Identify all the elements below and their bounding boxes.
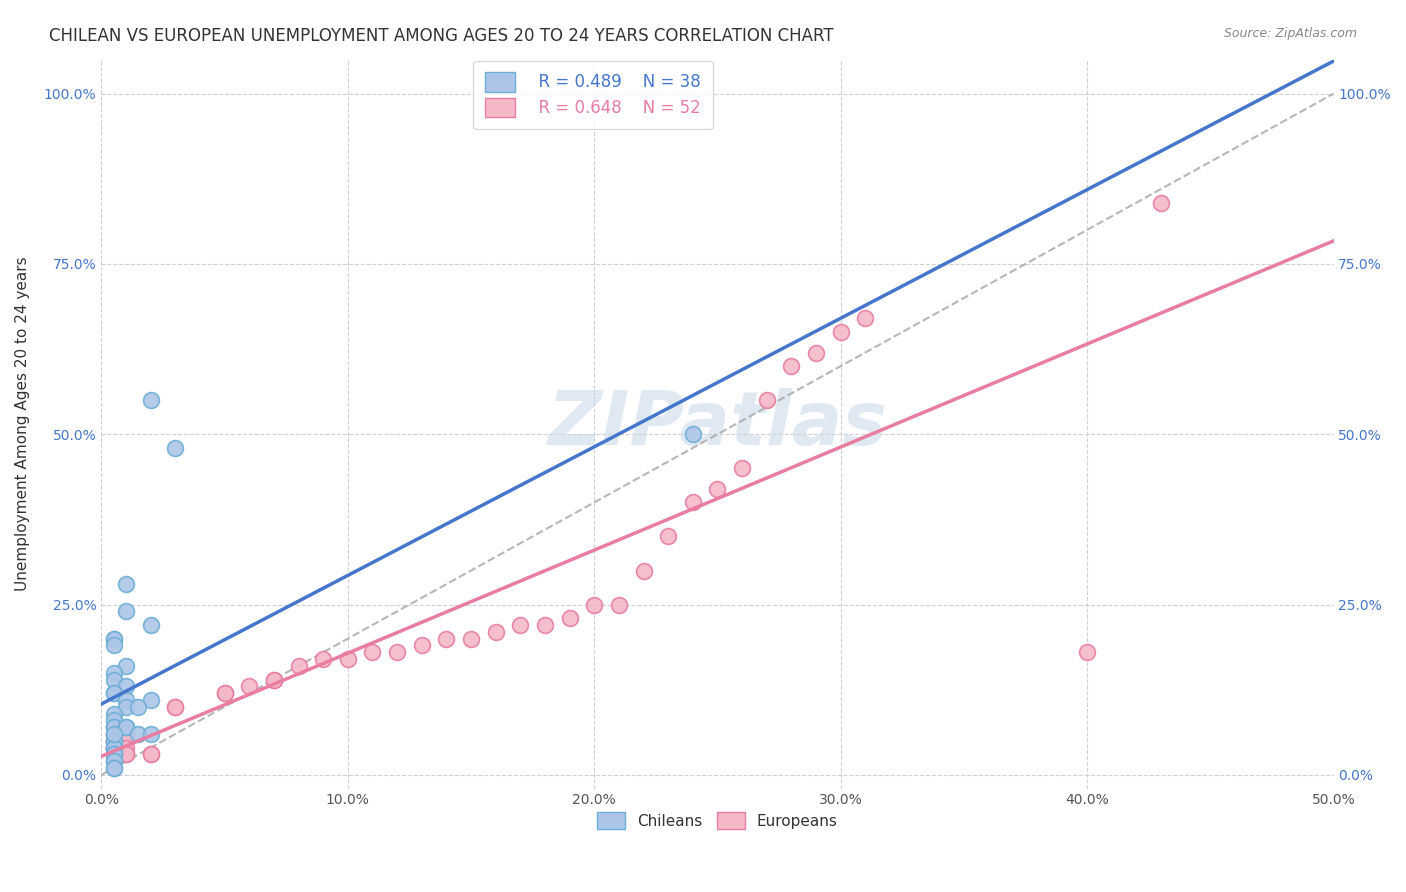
Point	[103, 740, 125, 755]
Point	[139, 747, 162, 762]
Point	[633, 564, 655, 578]
Point	[103, 727, 125, 741]
Point	[103, 632, 125, 646]
Point	[165, 699, 187, 714]
Point	[115, 747, 138, 762]
Point	[583, 598, 606, 612]
Point	[103, 747, 125, 762]
Point	[214, 686, 236, 700]
Legend: Chileans, Europeans: Chileans, Europeans	[591, 805, 844, 836]
Point	[263, 673, 285, 687]
Text: ZIPatlas: ZIPatlas	[547, 387, 887, 460]
Point	[103, 639, 125, 653]
Point	[434, 632, 457, 646]
Point	[115, 699, 138, 714]
Point	[103, 740, 125, 755]
Point	[1076, 645, 1098, 659]
Point	[103, 686, 125, 700]
Point	[411, 639, 433, 653]
Point	[1150, 195, 1173, 210]
Point	[830, 325, 852, 339]
Point	[460, 632, 482, 646]
Point	[139, 393, 162, 408]
Point	[115, 577, 138, 591]
Y-axis label: Unemployment Among Ages 20 to 24 years: Unemployment Among Ages 20 to 24 years	[15, 257, 30, 591]
Point	[115, 740, 138, 755]
Point	[103, 754, 125, 768]
Point	[103, 747, 125, 762]
Point	[385, 645, 408, 659]
Point	[103, 727, 125, 741]
Point	[103, 734, 125, 748]
Point	[103, 706, 125, 721]
Point	[607, 598, 630, 612]
Point	[336, 652, 359, 666]
Point	[115, 720, 138, 734]
Point	[103, 720, 125, 734]
Point	[115, 747, 138, 762]
Point	[534, 618, 557, 632]
Point	[103, 727, 125, 741]
Point	[755, 393, 778, 408]
Point	[115, 659, 138, 673]
Point	[115, 720, 138, 734]
Point	[287, 659, 309, 673]
Point	[312, 652, 335, 666]
Point	[214, 686, 236, 700]
Point	[115, 693, 138, 707]
Point	[706, 482, 728, 496]
Point	[103, 761, 125, 775]
Text: CHILEAN VS EUROPEAN UNEMPLOYMENT AMONG AGES 20 TO 24 YEARS CORRELATION CHART: CHILEAN VS EUROPEAN UNEMPLOYMENT AMONG A…	[49, 27, 834, 45]
Point	[103, 740, 125, 755]
Point	[731, 461, 754, 475]
Point	[139, 618, 162, 632]
Point	[103, 734, 125, 748]
Point	[103, 720, 125, 734]
Point	[103, 632, 125, 646]
Point	[165, 699, 187, 714]
Point	[804, 345, 827, 359]
Point	[657, 529, 679, 543]
Point	[103, 734, 125, 748]
Point	[127, 699, 149, 714]
Point	[139, 693, 162, 707]
Point	[115, 727, 138, 741]
Point	[103, 754, 125, 768]
Point	[361, 645, 384, 659]
Point	[115, 734, 138, 748]
Point	[103, 714, 125, 728]
Point	[139, 747, 162, 762]
Point	[103, 740, 125, 755]
Point	[103, 665, 125, 680]
Point	[238, 679, 260, 693]
Point	[103, 686, 125, 700]
Point	[103, 761, 125, 775]
Point	[103, 734, 125, 748]
Point	[853, 311, 876, 326]
Point	[103, 747, 125, 762]
Point	[103, 740, 125, 755]
Point	[558, 611, 581, 625]
Point	[103, 673, 125, 687]
Point	[103, 747, 125, 762]
Point	[139, 727, 162, 741]
Point	[263, 673, 285, 687]
Text: Source: ZipAtlas.com: Source: ZipAtlas.com	[1223, 27, 1357, 40]
Point	[115, 604, 138, 618]
Point	[127, 727, 149, 741]
Point	[682, 427, 704, 442]
Point	[103, 734, 125, 748]
Point	[485, 624, 508, 639]
Point	[103, 720, 125, 734]
Point	[165, 441, 187, 455]
Point	[682, 495, 704, 509]
Point	[103, 747, 125, 762]
Point	[780, 359, 803, 373]
Point	[509, 618, 531, 632]
Point	[115, 679, 138, 693]
